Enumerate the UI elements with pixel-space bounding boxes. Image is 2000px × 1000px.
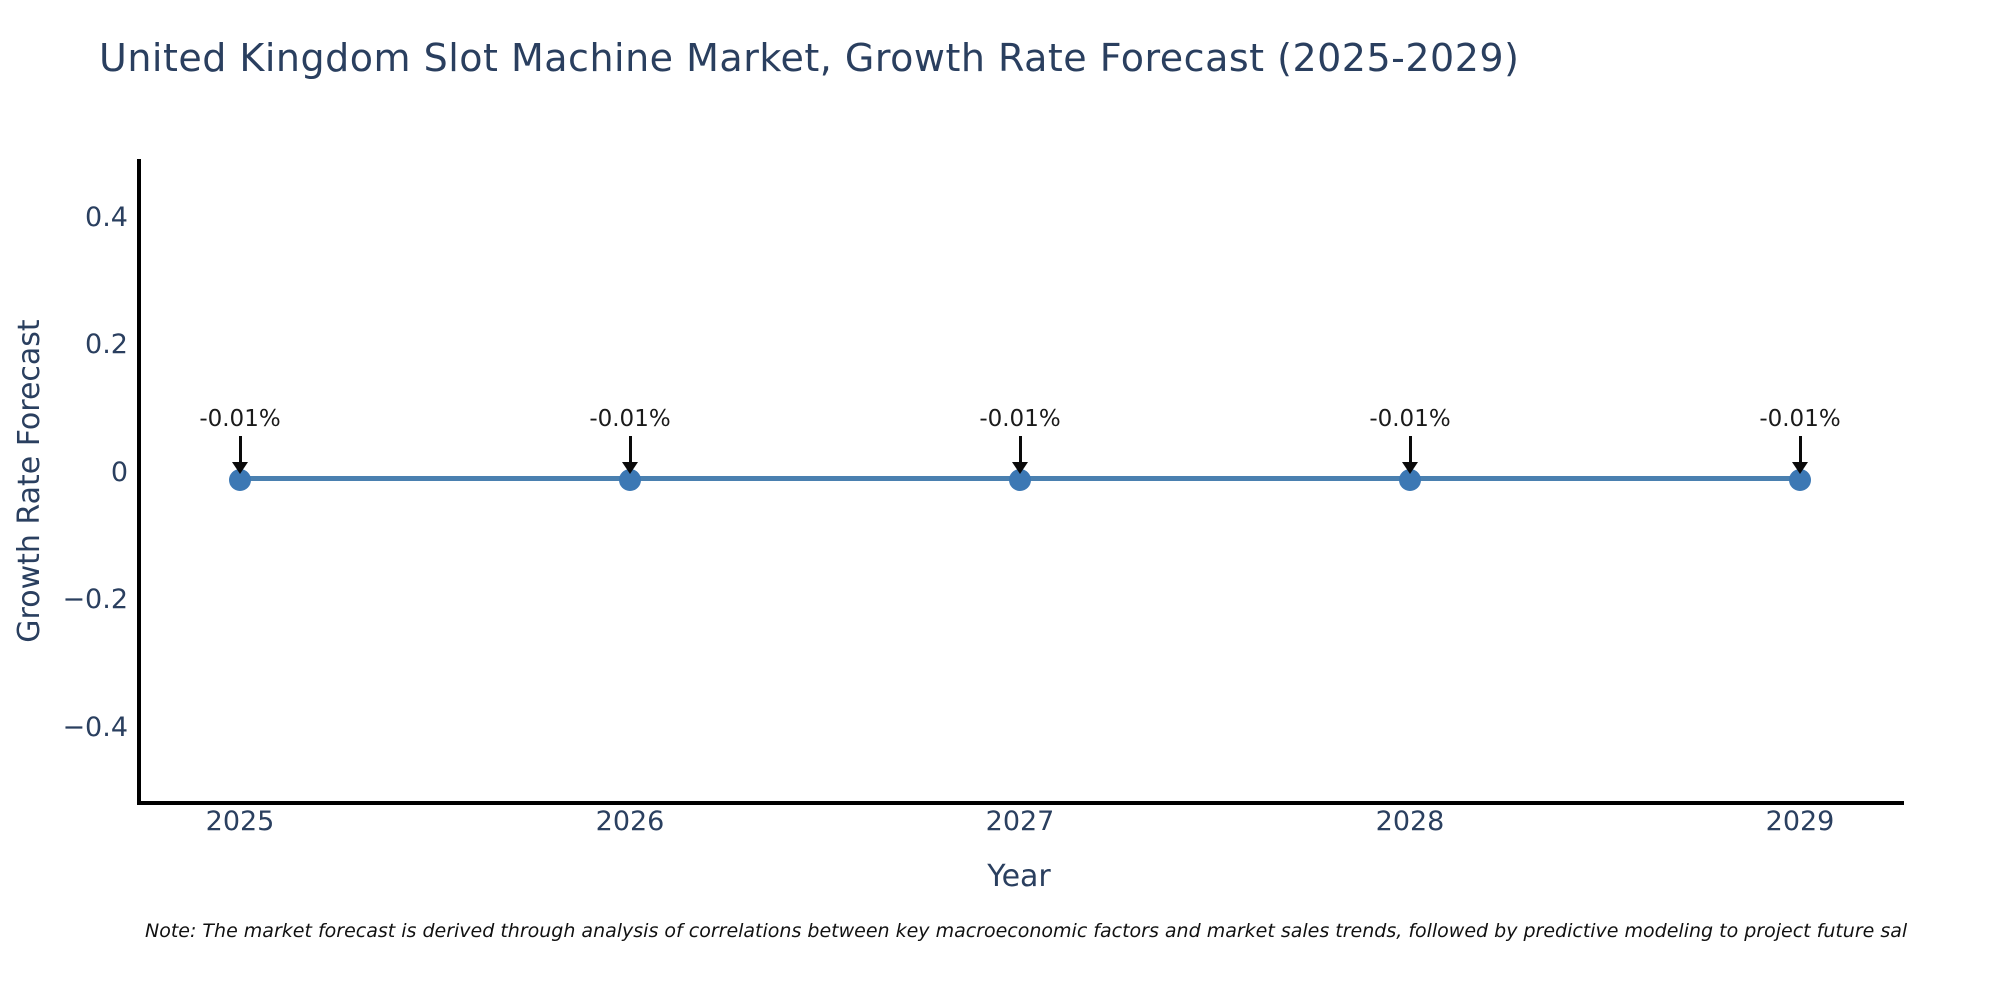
plot-area bbox=[137, 159, 1904, 805]
y-tick-label: 0.2 bbox=[85, 329, 128, 360]
data-point-2029 bbox=[1789, 469, 1811, 491]
down-arrow-icon bbox=[1792, 462, 1808, 474]
footnote: Note: The market forecast is derived thr… bbox=[145, 920, 1908, 942]
y-tick-label: 0 bbox=[110, 457, 128, 488]
down-arrow-icon bbox=[1402, 462, 1418, 474]
y-tick-label: −0.4 bbox=[62, 712, 128, 743]
down-arrow-icon bbox=[232, 462, 248, 474]
x-axis-title: Year bbox=[987, 859, 1051, 894]
down-arrow-icon bbox=[239, 436, 242, 464]
annotation-label: -0.01% bbox=[979, 406, 1061, 432]
x-tick-label: 2029 bbox=[1765, 806, 1835, 837]
data-point-2028 bbox=[1399, 469, 1421, 491]
down-arrow-icon bbox=[629, 436, 632, 464]
down-arrow-icon bbox=[1012, 462, 1028, 474]
x-tick-label: 2027 bbox=[985, 806, 1055, 837]
y-axis-title: Growth Rate Forecast bbox=[12, 319, 47, 643]
y-tick-label: −0.2 bbox=[62, 584, 128, 615]
x-tick-label: 2028 bbox=[1375, 806, 1445, 837]
annotation-label: -0.01% bbox=[1759, 406, 1841, 432]
annotation-label: -0.01% bbox=[1369, 406, 1451, 432]
down-arrow-icon bbox=[1019, 436, 1022, 464]
down-arrow-icon bbox=[622, 462, 638, 474]
data-point-2025 bbox=[229, 469, 251, 491]
x-tick-label: 2026 bbox=[595, 806, 665, 837]
annotation-label: -0.01% bbox=[199, 406, 281, 432]
down-arrow-icon bbox=[1799, 436, 1802, 464]
down-arrow-icon bbox=[1409, 436, 1412, 464]
annotation-label: -0.01% bbox=[589, 406, 671, 432]
x-tick-label: 2025 bbox=[205, 806, 275, 837]
data-point-2027 bbox=[1009, 469, 1031, 491]
chart-title: United Kingdom Slot Machine Market, Grow… bbox=[99, 36, 1520, 80]
data-point-2026 bbox=[619, 469, 641, 491]
y-tick-label: 0.4 bbox=[85, 202, 128, 233]
